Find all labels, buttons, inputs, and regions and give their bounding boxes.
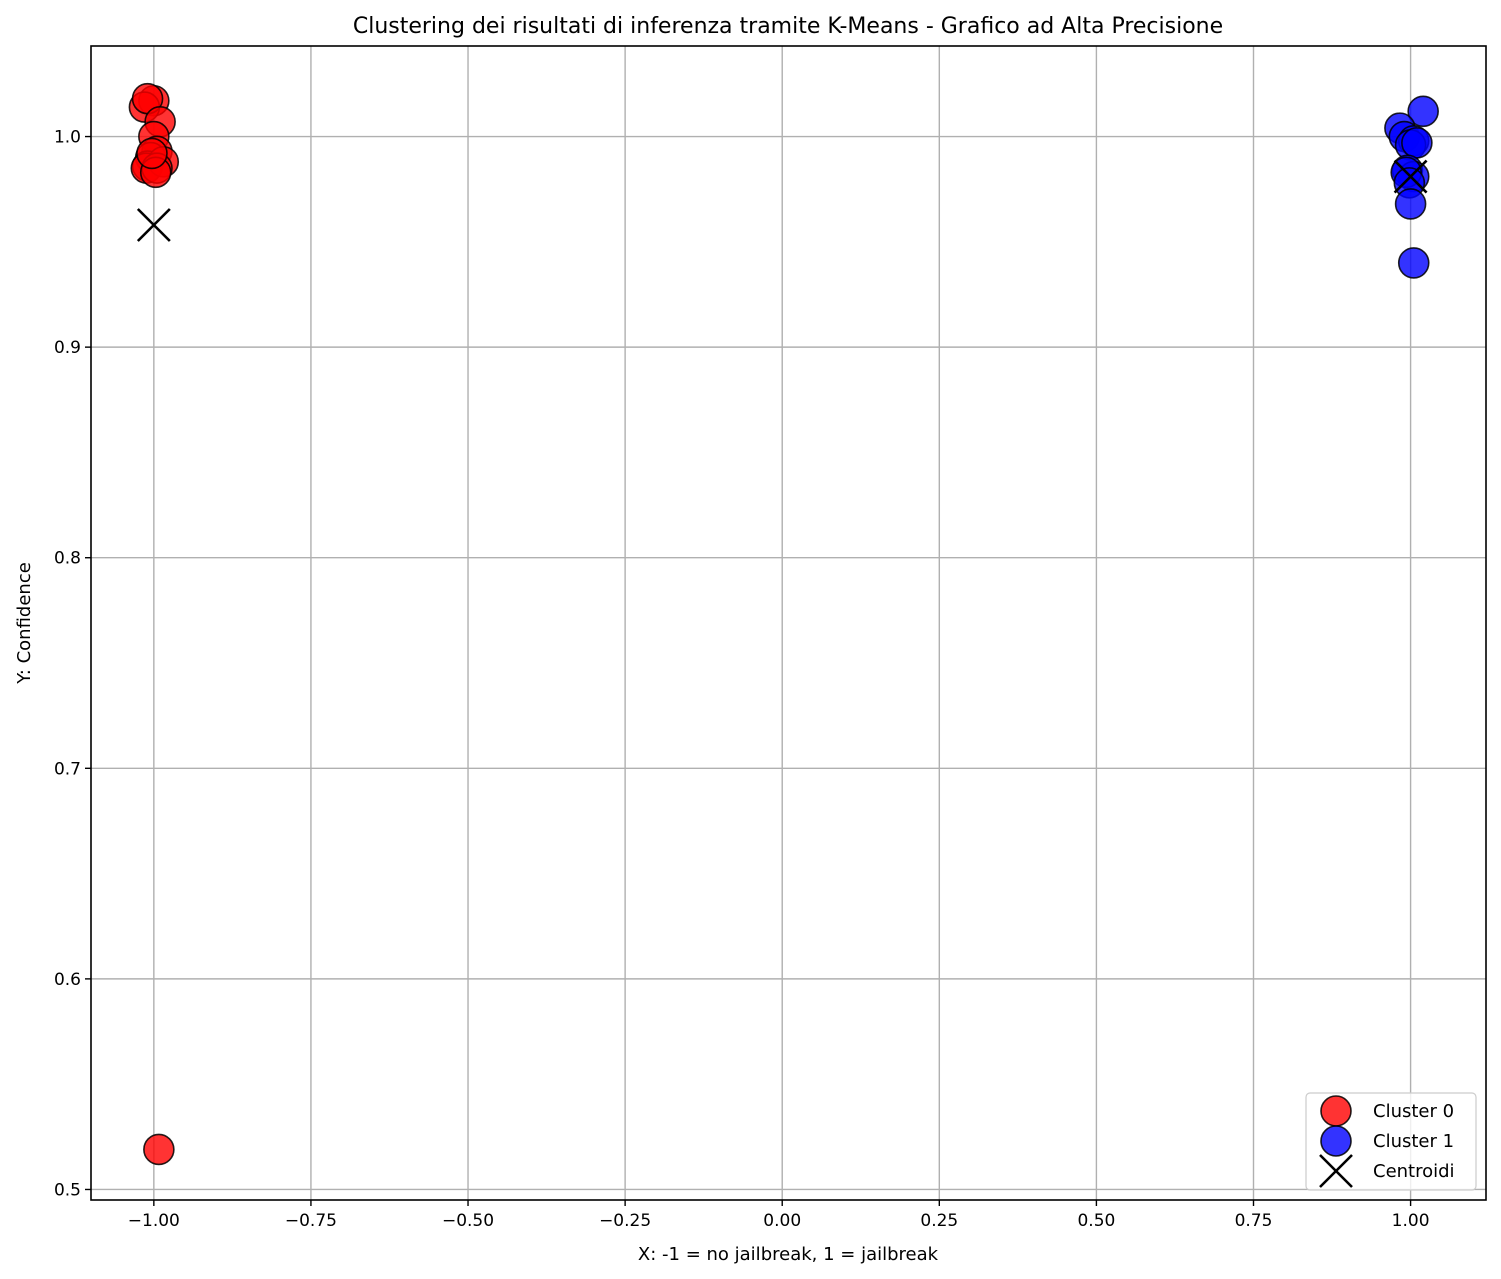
legend-marker: [1320, 1095, 1352, 1127]
grid: [91, 46, 1486, 1200]
x-tick-label: 0.25: [920, 1211, 958, 1231]
centroid-marker: [1393, 159, 1428, 194]
centroid-marker: [136, 208, 171, 242]
x-tick-label: −0.50: [442, 1211, 494, 1231]
data-point: [1394, 188, 1427, 220]
legend-label: Cluster 0: [1373, 1101, 1454, 1122]
x-tick-label: −1.00: [128, 1211, 180, 1231]
legend: Cluster 0 Cluster 1 Centroidi: [1305, 1092, 1477, 1191]
x-tick-label: −0.25: [599, 1211, 651, 1231]
data-point: [143, 1133, 175, 1166]
x-tick-label: 0.00: [763, 1211, 801, 1231]
data-point: [1401, 127, 1433, 159]
y-tick-label: 0.6: [54, 970, 81, 990]
y-tick-label: 0.5: [54, 1180, 81, 1200]
x-tick-label: −0.75: [285, 1211, 337, 1231]
plot-area: [128, 82, 1439, 1166]
centroid-marker-stroke: [1393, 159, 1428, 194]
x-tick-label: 0.50: [1077, 1211, 1115, 1231]
plot-frame: [90, 45, 1487, 1201]
data-point: [136, 137, 168, 170]
y-tick-label: 0.9: [54, 338, 81, 358]
y-tick-label: 1.0: [54, 128, 81, 148]
y-tick-label: 0.8: [54, 549, 81, 569]
x-tick-label: 0.75: [1235, 1211, 1273, 1231]
legend-marker: [1320, 1125, 1352, 1157]
legend-marker: [1319, 1154, 1353, 1188]
centroid-marker-stroke: [136, 208, 171, 242]
legend-marker-stroke: [1319, 1154, 1353, 1188]
x-axis-label: X: -1 = no jailbreak, 1 = jailbreak: [638, 1244, 939, 1265]
data-point: [1397, 247, 1430, 279]
series-2: [136, 159, 1428, 242]
axes-ticks: −1.00 −0.75 −0.50 −0.25 0.00 0.25 0.50 0.75 1.00…: [54, 128, 1430, 1231]
chart-title: Clustering dei risultati di inferenza tr…: [353, 14, 1223, 39]
series-0: [128, 82, 180, 1166]
legend-label: Cluster 1: [1373, 1131, 1454, 1152]
legend-items: Cluster 0 Cluster 1 Centroidi: [1319, 1095, 1455, 1188]
legend-label: Centroidi: [1373, 1161, 1455, 1182]
x-tick-label: 1.00: [1392, 1211, 1430, 1231]
series-1: [1384, 95, 1439, 279]
data-point: [1407, 95, 1439, 128]
y-axis-label: Y: Confidence: [14, 562, 35, 685]
y-tick-label: 0.7: [54, 759, 81, 779]
